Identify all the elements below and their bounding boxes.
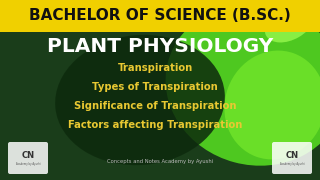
- Text: PLANT PHYSIOLOGY: PLANT PHYSIOLOGY: [47, 37, 273, 55]
- Text: Academy by Ayushi: Academy by Ayushi: [280, 162, 304, 166]
- Ellipse shape: [265, 2, 316, 42]
- Text: Academy by Ayushi: Academy by Ayushi: [16, 162, 40, 166]
- Text: CN: CN: [21, 150, 35, 159]
- Text: Factors affecting Transpiration: Factors affecting Transpiration: [68, 120, 242, 130]
- Ellipse shape: [224, 51, 320, 159]
- FancyBboxPatch shape: [8, 142, 48, 174]
- FancyBboxPatch shape: [272, 142, 312, 174]
- Text: Concepts and Notes Academy by Ayushi: Concepts and Notes Academy by Ayushi: [107, 159, 213, 165]
- Bar: [0, 0, 320, 32]
- Text: Transpiration: Transpiration: [117, 63, 193, 73]
- Text: Types of Transpiration: Types of Transpiration: [92, 82, 218, 92]
- Ellipse shape: [55, 35, 225, 165]
- Text: BACHELOR OF SCIENCE (B.SC.): BACHELOR OF SCIENCE (B.SC.): [29, 8, 291, 24]
- Text: Significance of Transpiration: Significance of Transpiration: [74, 101, 236, 111]
- Ellipse shape: [166, 4, 320, 166]
- Text: CN: CN: [285, 150, 299, 159]
